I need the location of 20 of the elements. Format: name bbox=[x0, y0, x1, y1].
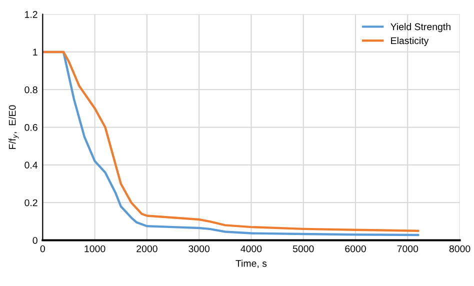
x-tick-label: 8000 bbox=[449, 245, 470, 252]
y-axis-title: F/f$_{y}$, E/E0 bbox=[8, 105, 19, 149]
y-tick-label: 0.4 bbox=[24, 162, 38, 169]
legend-label: Yield Strength bbox=[390, 23, 450, 32]
x-tick-label: 2000 bbox=[136, 245, 158, 252]
x-tick-label: 0 bbox=[40, 245, 45, 252]
y-tick-label: 0.8 bbox=[24, 86, 38, 94]
x-tick-label: 1000 bbox=[84, 245, 106, 252]
x-tick-label: 7000 bbox=[397, 245, 418, 252]
legend-label: Elasticity bbox=[391, 36, 429, 46]
x-tick-label: 6000 bbox=[345, 245, 366, 252]
x-tick-label: 3000 bbox=[188, 245, 210, 252]
y-tick-label: 1.2 bbox=[25, 11, 38, 18]
y-tick-label: 0.2 bbox=[24, 199, 38, 206]
x-tick-label: 5000 bbox=[292, 245, 314, 252]
y-tick-label: 0 bbox=[32, 236, 38, 244]
y-tick-label: 0.6 bbox=[24, 124, 38, 131]
x-axis-title: Time, s bbox=[236, 260, 267, 268]
y-tick-label: 1 bbox=[33, 48, 38, 56]
x-tick-label: 4000 bbox=[240, 245, 262, 252]
